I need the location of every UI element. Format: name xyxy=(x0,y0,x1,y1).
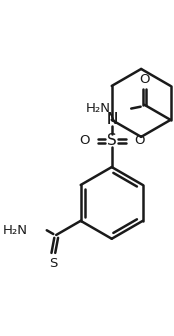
Text: H₂N: H₂N xyxy=(3,224,28,237)
Text: H₂N: H₂N xyxy=(85,102,110,115)
Text: S: S xyxy=(107,133,117,148)
Text: N: N xyxy=(106,112,117,127)
Text: O: O xyxy=(134,134,144,147)
Text: O: O xyxy=(139,73,150,86)
Text: S: S xyxy=(49,257,58,270)
Text: O: O xyxy=(79,134,90,147)
Text: N: N xyxy=(106,112,117,127)
